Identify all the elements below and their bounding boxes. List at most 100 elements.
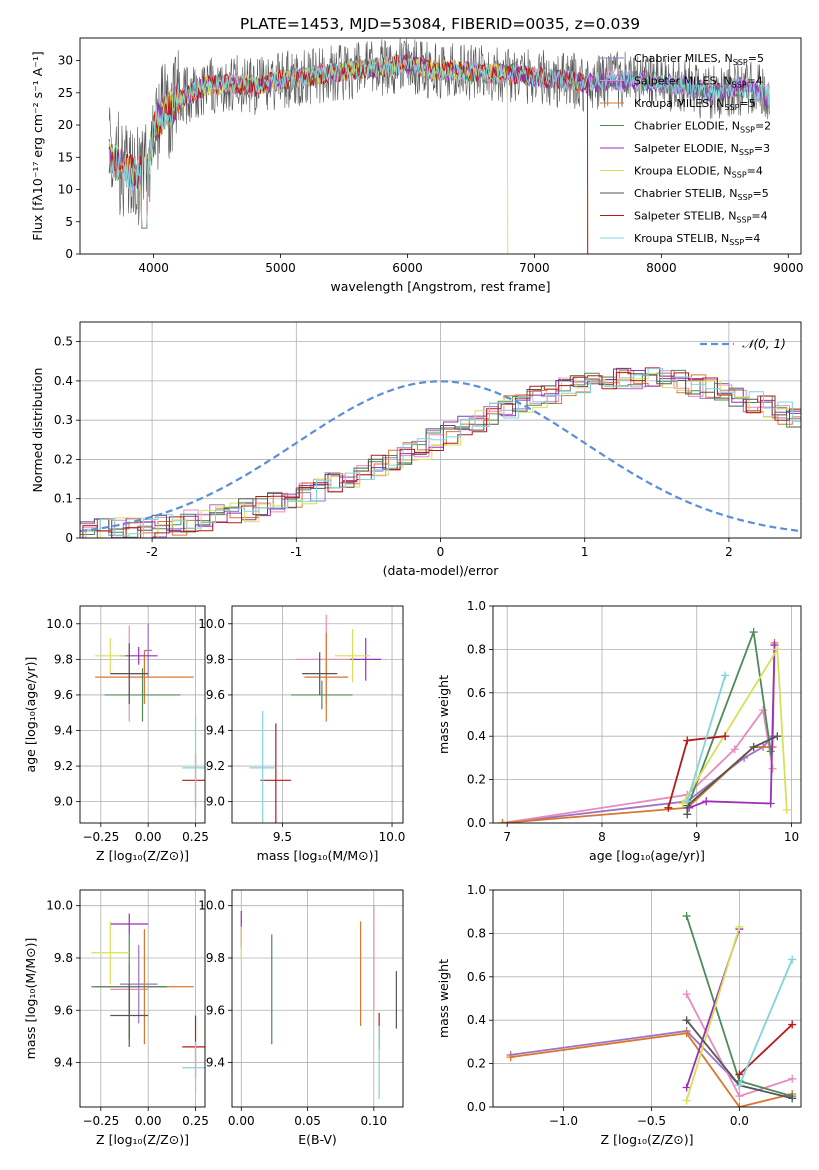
x-tick-label: 0.25: [182, 830, 209, 844]
y-tick-label: 9.0: [54, 795, 73, 809]
mass-weight-marker: [773, 645, 782, 654]
y-tick-label: 9.8: [206, 652, 225, 666]
axes-frame: [231, 889, 404, 1108]
legend-entry: Kroupa ELODIE, NSSP=4: [634, 165, 763, 180]
errorbar-point: [260, 723, 292, 823]
x-tick-label: -1: [290, 545, 302, 559]
x-tick-label: 0.05: [294, 1114, 321, 1128]
errorbar-point: [91, 921, 130, 985]
mass-weight-marker: [682, 990, 691, 999]
mass-weight-series: [686, 735, 778, 815]
mass-weight-series: [502, 642, 776, 823]
histogram-series: [85, 370, 801, 538]
mass-weight-marker: [768, 764, 777, 773]
y-axis-label: mass weight: [436, 675, 451, 754]
y-tick-label: 30: [58, 54, 73, 68]
plot-area: [506, 912, 797, 1107]
y-tick-label: 0.6: [467, 970, 486, 984]
mass-weight-marker: [788, 955, 797, 964]
y-tick-label: 10.0: [46, 899, 73, 913]
mass-weight-marker: [678, 799, 687, 808]
mass-weight-marker: [721, 732, 730, 741]
legend-entry: Kroupa STELIB, NSSP=4: [634, 232, 760, 247]
x-tick-label: −0.5: [637, 1114, 666, 1128]
mass-weight-marker: [664, 803, 673, 812]
mass-weight-series: [738, 959, 794, 1086]
y-tick-label: 0.0: [467, 816, 486, 830]
x-tick-label: 0.00: [135, 1114, 162, 1128]
x-tick-label: 9000: [773, 261, 804, 275]
plot-area: [249, 614, 382, 823]
plot-area: [80, 367, 801, 538]
errorbar-point: [110, 913, 149, 935]
spectrum-series-line: [108, 54, 589, 254]
mass-weight-marker: [749, 628, 758, 637]
x-axis-label: Z [log₁₀(Z/Z⊙)]: [601, 1132, 694, 1147]
y-tick-label: 15: [58, 150, 73, 164]
y-tick-label: 9.4: [54, 724, 73, 738]
x-axis-label: Z [log₁₀(Z/Z⊙)]: [96, 848, 189, 863]
normal-curve: [80, 380, 799, 533]
y-tick-label: 9.6: [206, 688, 225, 702]
mass-weight-marker: [749, 743, 758, 752]
x-tick-label: 0.10: [360, 1114, 387, 1128]
histogram-series: [80, 369, 801, 538]
y-axis-label: mass weight: [436, 959, 451, 1038]
y-tick-label: 10: [58, 183, 73, 197]
axes-frame: [492, 605, 802, 824]
mass-weight-series: [686, 631, 772, 809]
mass-weight-marker: [721, 671, 730, 680]
x-tick-label: 9: [693, 830, 701, 844]
y-tick-label: 5: [65, 215, 73, 229]
x-tick-label: 8000: [646, 261, 677, 275]
mass-weight-marker: [782, 805, 791, 814]
y-tick-label: 1.0: [467, 599, 486, 613]
y-tick-label: 9.4: [206, 724, 225, 738]
mass-weight-marker: [759, 706, 768, 715]
y-tick-label: 9.2: [206, 759, 225, 773]
y-tick-label: 0.8: [467, 642, 486, 656]
mass-weight-marker: [702, 797, 711, 806]
panel-residuals: -2 -1 0 1 2 0 0.1 0.2 0.3 0.4 0.5 (data-model)/erro…: [30, 321, 802, 578]
errorbar-point: [249, 710, 276, 823]
y-tick-label: 0.4: [54, 374, 73, 388]
y-axis-label: Flux [fλ10⁻¹⁷ erg cm⁻² s⁻¹ A⁻¹]: [30, 51, 45, 240]
x-axis-label: (data-model)/error: [383, 563, 500, 578]
spectrum-series-line: [108, 55, 770, 229]
mass-weight-series: [686, 675, 727, 802]
y-tick-label: 0.2: [467, 773, 486, 787]
histogram-series: [82, 367, 801, 538]
x-tick-label: 10: [784, 830, 799, 844]
y-tick-label: 9.6: [206, 1003, 225, 1017]
errorbar-point: [291, 680, 353, 710]
y-tick-label: 0.4: [467, 1013, 486, 1027]
plot-area: [95, 623, 205, 822]
panel-mass-weight-vs-Z: −1.0 −0.5 0.0 0.0 0.2 0.4 0.6 0.8 1.0 Z [log₁₀(Z/…: [436, 883, 802, 1147]
y-tick-label: 9.8: [206, 951, 225, 965]
panel-age-vs-Z: −0.25 0.00 0.25 9.0 9.2 9.4 9.6 9.8 10.0 Z [log₁₀…: [23, 605, 209, 863]
spectrum-series-line: [108, 54, 589, 254]
x-tick-label: 5000: [265, 261, 296, 275]
errorbar-point: [119, 646, 158, 665]
mass-weight-marker: [682, 1083, 691, 1092]
plot-area: [240, 905, 397, 1100]
y-tick-label: 0.2: [467, 1057, 486, 1071]
x-axis-label: mass [log₁₀(M/M⊙)]: [257, 848, 379, 863]
y-tick-label: 10.0: [46, 617, 73, 631]
axes-frame: [79, 321, 802, 539]
plot-area: [108, 38, 770, 254]
y-tick-label: 0.5: [54, 335, 73, 349]
mass-weight-marker: [788, 1020, 797, 1029]
mass-weight-marker: [766, 747, 775, 756]
x-tick-label: 2: [725, 545, 733, 559]
errorbar-point: [95, 638, 126, 674]
axes-frame: [79, 889, 206, 1108]
mass-weight-marker: [683, 797, 692, 806]
y-tick-label: 9.2: [54, 759, 73, 773]
mass-weight-series: [685, 926, 741, 1101]
errorbar-point: [104, 668, 181, 722]
mass-weight-marker: [735, 1092, 744, 1101]
x-tick-label: 0.00: [228, 1114, 255, 1128]
